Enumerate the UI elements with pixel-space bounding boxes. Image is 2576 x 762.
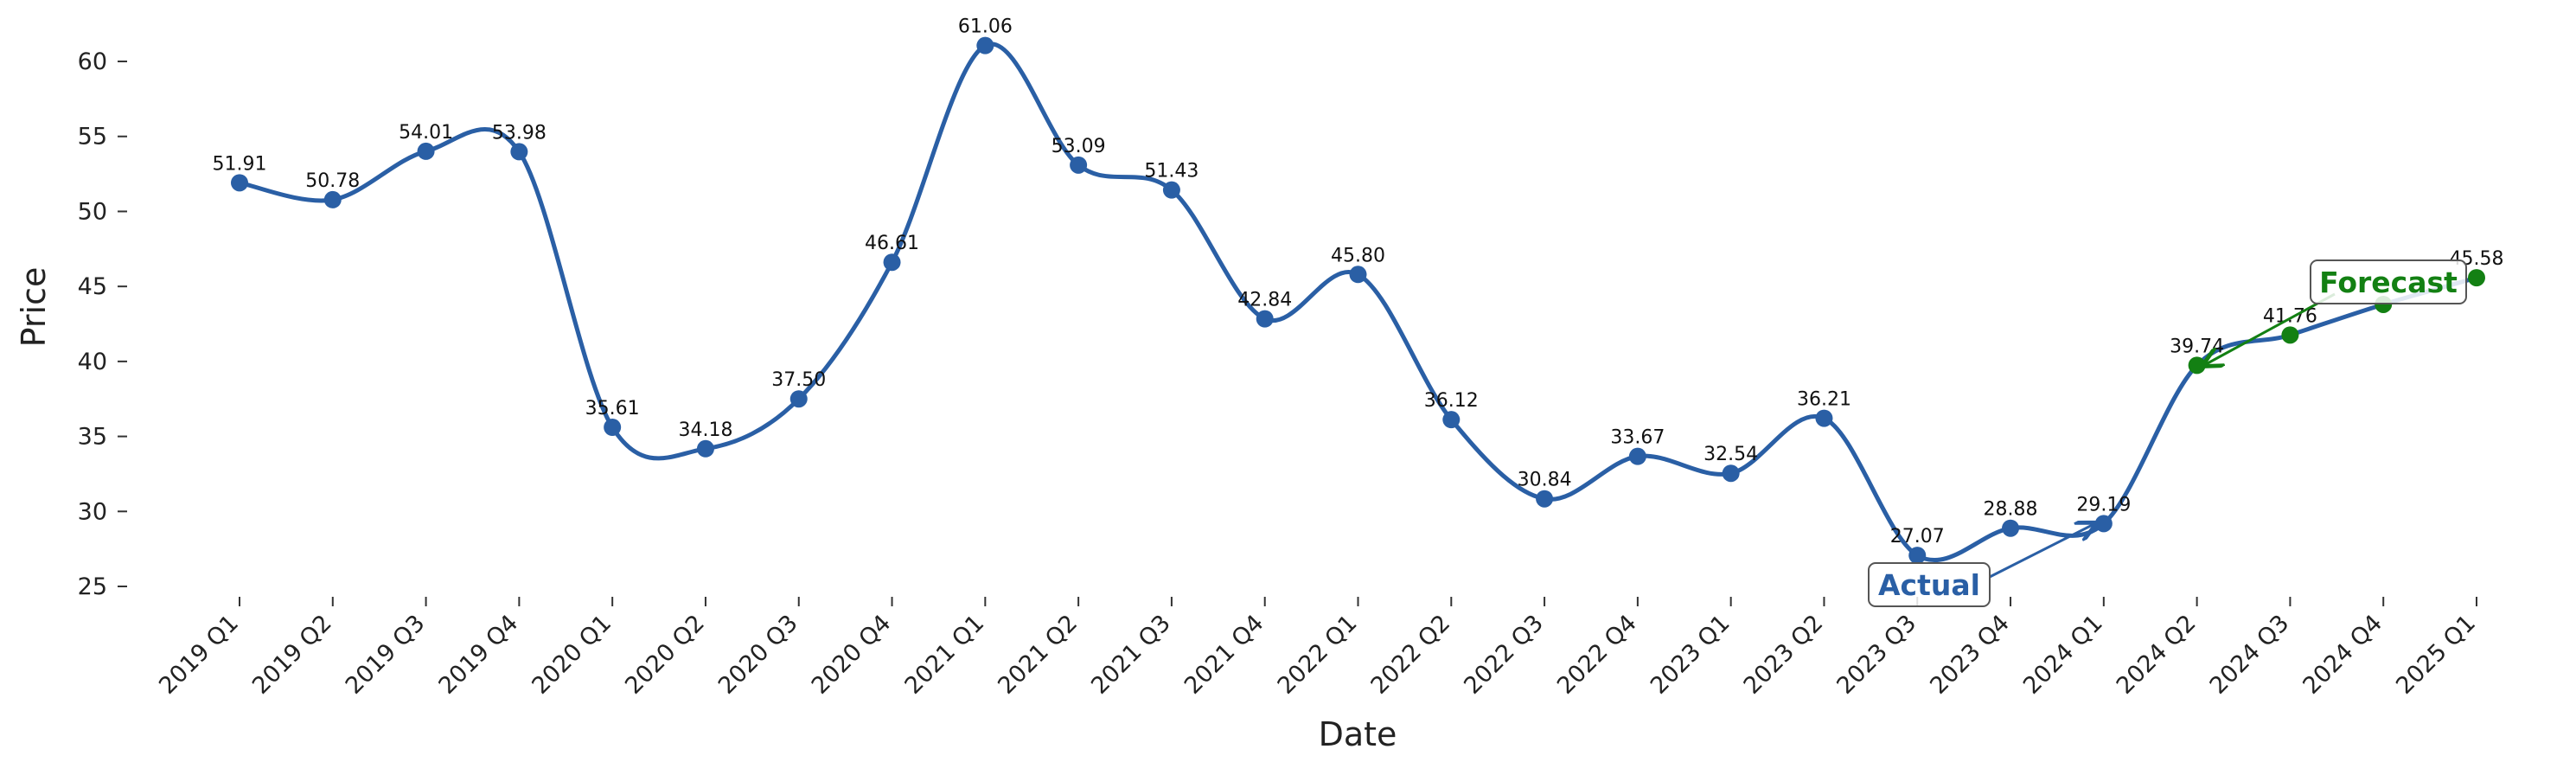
marker [2468, 269, 2485, 287]
data-label: 54.01 [399, 122, 453, 144]
data-label: 30.84 [1518, 470, 1572, 491]
marker [1908, 547, 1927, 565]
marker [1442, 411, 1461, 429]
x-tick-label: 2022 Q3 [1459, 610, 1549, 700]
x-tick-label: 2019 Q2 [247, 610, 337, 700]
marker [417, 142, 435, 160]
y-tick-label: 40 [78, 349, 107, 375]
x-tick-label: 2021 Q2 [993, 610, 1083, 700]
marker [976, 36, 994, 54]
data-label: 53.09 [1051, 136, 1106, 157]
data-label: 46.61 [865, 233, 919, 254]
marker [1815, 409, 1833, 427]
marker [2188, 356, 2206, 375]
y-axis-label: Price [15, 267, 53, 348]
data-label: 51.43 [1144, 161, 1199, 182]
data-label: 53.98 [492, 122, 547, 144]
marker [323, 190, 342, 208]
x-tick-label: 2023 Q2 [1739, 610, 1829, 700]
y-tick-label: 35 [78, 424, 107, 451]
marker [789, 390, 808, 408]
y-tick-label: 60 [78, 48, 107, 75]
x-tick-label: 2022 Q2 [1365, 610, 1455, 700]
data-label: 45.80 [1331, 245, 1385, 266]
x-tick-label: 2019 Q3 [341, 610, 431, 700]
data-label: 36.12 [1424, 390, 1479, 412]
x-tick-label: 2021 Q1 [900, 610, 990, 700]
x-tick-label: 2023 Q3 [1831, 610, 1921, 700]
marker [2002, 519, 2020, 537]
x-tick-label: 2024 Q2 [2112, 610, 2202, 700]
data-label: 35.61 [585, 398, 640, 419]
data-label: 33.67 [1610, 427, 1665, 449]
x-tick-label: 2019 Q4 [434, 610, 524, 700]
data-label: 39.74 [2170, 336, 2224, 357]
x-tick-label: 2019 Q1 [154, 610, 244, 700]
data-label: 27.07 [1890, 526, 1945, 547]
x-tick-label: 2025 Q1 [2391, 610, 2481, 700]
x-tick-label: 2023 Q4 [1925, 610, 2015, 700]
marker [1628, 447, 1646, 465]
x-tick-label: 2022 Q1 [1273, 610, 1363, 700]
data-label: 36.21 [1797, 389, 1851, 411]
data-label: 28.88 [1984, 499, 2038, 521]
x-tick-label: 2024 Q3 [2205, 610, 2295, 700]
x-tick-label: 2020 Q3 [713, 610, 803, 700]
y-tick-label: 45 [78, 273, 107, 300]
marker [1349, 266, 1367, 284]
annotation-arrow [2204, 292, 2336, 365]
marker [1722, 464, 1740, 483]
x-tick-label: 2021 Q4 [1179, 610, 1269, 700]
line [239, 42, 2477, 563]
y-tick-label: 50 [78, 198, 107, 225]
marker [1536, 490, 1554, 508]
annotation-arrow [1989, 523, 2095, 579]
annotation-box [1868, 562, 1991, 607]
marker [2094, 515, 2113, 533]
annotation: Forecast [2319, 266, 2458, 299]
data-label: 34.18 [678, 419, 732, 441]
annotation-box [2310, 259, 2467, 304]
x-axis-label: Date [1319, 715, 1397, 753]
marker [510, 143, 528, 161]
marker [1162, 181, 1180, 199]
data-label: 42.84 [1237, 290, 1292, 311]
annotation: Actual [1878, 568, 1980, 602]
marker [1070, 156, 1088, 174]
marker [1256, 310, 1274, 328]
x-tick-label: 2022 Q4 [1552, 610, 1642, 700]
data-label: 29.19 [2076, 494, 2131, 515]
data-label: 37.50 [771, 369, 826, 391]
data-label: 32.54 [1703, 444, 1758, 465]
x-tick-label: 2021 Q3 [1086, 610, 1176, 700]
marker [231, 174, 248, 192]
x-tick-label: 2020 Q4 [807, 610, 897, 700]
x-tick-label: 2024 Q4 [2298, 610, 2387, 700]
x-tick-label: 2023 Q1 [1646, 610, 1735, 700]
x-tick-label: 2024 Q1 [2018, 610, 2108, 700]
marker [883, 253, 901, 272]
data-label: 50.78 [305, 170, 360, 192]
marker [604, 419, 622, 437]
data-label: 51.91 [213, 153, 267, 175]
marker [2281, 326, 2299, 344]
y-tick-label: 25 [78, 573, 107, 600]
x-tick-label: 2020 Q1 [527, 610, 617, 700]
x-tick-label: 2020 Q2 [620, 610, 710, 700]
y-tick-label: 55 [78, 124, 107, 150]
data-label: 61.06 [958, 16, 1013, 38]
y-tick-label: 30 [78, 498, 107, 525]
marker [696, 439, 714, 458]
